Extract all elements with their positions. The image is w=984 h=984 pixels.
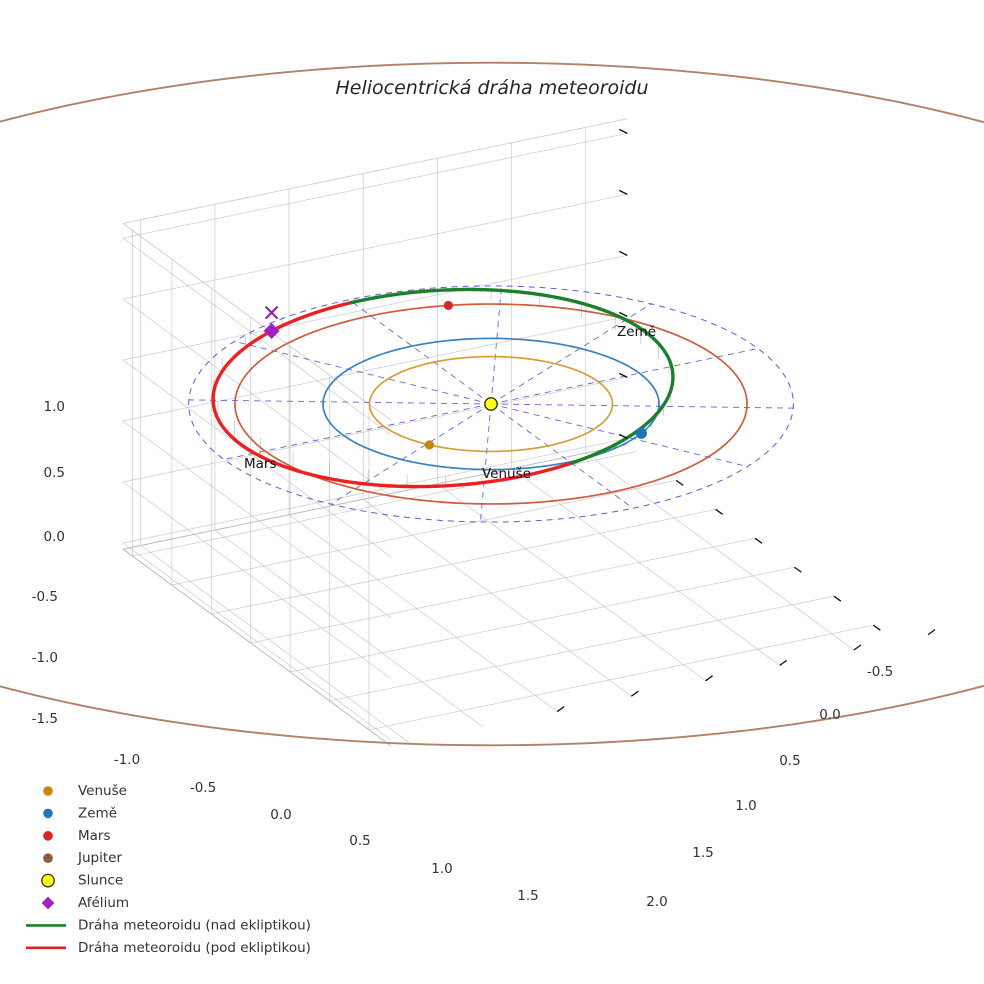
meteoroid-track xyxy=(211,287,675,489)
z-axis-tick-label: 0.0 xyxy=(44,529,65,545)
venus-label: Venuše xyxy=(482,466,531,482)
x-axis-tick-label: 0.5 xyxy=(349,833,370,849)
body-markers xyxy=(263,300,647,450)
y-axis-tick-label: 1.0 xyxy=(735,798,756,814)
aphelion-projection-x-icon xyxy=(264,305,279,320)
y-axis-tick-label: 2.0 xyxy=(646,894,667,910)
y-axis-tick-label: 0.0 xyxy=(819,707,840,723)
x-axis-tick-label: -0.5 xyxy=(190,780,216,796)
legend-item-label: Mars xyxy=(78,828,111,844)
legend-item-6[interactable]: Afélium xyxy=(41,895,129,911)
body-annotations: Země Mars Venuše xyxy=(244,324,656,482)
dot-icon xyxy=(43,808,53,819)
sun-icon xyxy=(41,873,55,888)
axis-tick-marks xyxy=(556,128,936,713)
z-axis-tick-label: -0.5 xyxy=(32,589,58,605)
legend-item-label: Slunce xyxy=(78,873,123,889)
legend-item-label: Země xyxy=(78,805,117,821)
legend-item-2[interactable]: Země xyxy=(43,805,117,821)
x-axis-tick-label: 1.0 xyxy=(431,861,452,877)
dot-icon xyxy=(43,853,53,863)
page-title: Heliocentrická dráha meteoroidu xyxy=(335,77,648,99)
x-axis-tick-label: -1.0 xyxy=(114,752,140,768)
marker-dot xyxy=(484,397,498,411)
z-axis-tick-label: -1.5 xyxy=(32,711,58,727)
x-axis-tick-label: 1.5 xyxy=(517,888,538,904)
mars-label: Mars xyxy=(244,456,277,472)
legend-item-7[interactable]: Dráha meteoroidu (nad ekliptikou) xyxy=(26,917,311,933)
legend-item-3[interactable]: Mars xyxy=(43,828,111,844)
marker-dot xyxy=(635,427,647,439)
legend-item-label: Afélium xyxy=(78,895,129,911)
legend-item-label: Jupiter xyxy=(77,850,122,866)
legend-item-label: Venuše xyxy=(78,783,127,799)
legend-item-label: Dráha meteoroidu (nad ekliptikou) xyxy=(78,917,311,933)
legend-item-8[interactable]: Dráha meteoroidu (pod ekliptikou) xyxy=(26,940,311,956)
dot-icon xyxy=(43,786,53,796)
diamond-icon xyxy=(41,896,55,910)
legend-item-1[interactable]: Venuše xyxy=(43,783,127,799)
earth-label: Země xyxy=(617,324,656,340)
axes-panes xyxy=(122,118,874,747)
y-axis-tick-label: 1.5 xyxy=(692,845,713,861)
z-axis-tick-label: -1.0 xyxy=(32,650,58,666)
z-axis-tick-label: 1.0 xyxy=(44,399,65,415)
x-axis-tick-label: 0.0 xyxy=(270,807,291,823)
aphelion-diamond-marker xyxy=(263,323,280,340)
marker-dot xyxy=(443,300,454,311)
legend-item-label: Dráha meteoroidu (pod ekliptikou) xyxy=(78,940,311,956)
marker-dot xyxy=(424,440,435,450)
axis-tick-labels: 1.0 0.5 0.0 -0.5 -1.0 -1.5 -1.0 -0.5 0.0 0.5 1.0 1.… xyxy=(32,399,894,910)
y-axis-tick-label: -0.5 xyxy=(867,664,893,680)
z-axis-tick-label: 0.5 xyxy=(44,465,65,481)
legend-item-5[interactable]: Slunce xyxy=(41,873,123,889)
legend-item-4[interactable]: Jupiter xyxy=(43,850,122,866)
dot-icon xyxy=(43,831,53,841)
legend-rows: Venuše Země Mars Jupiter Slunce Afélium Dráha … xyxy=(26,783,311,956)
y-axis-tick-label: 0.5 xyxy=(779,753,800,769)
